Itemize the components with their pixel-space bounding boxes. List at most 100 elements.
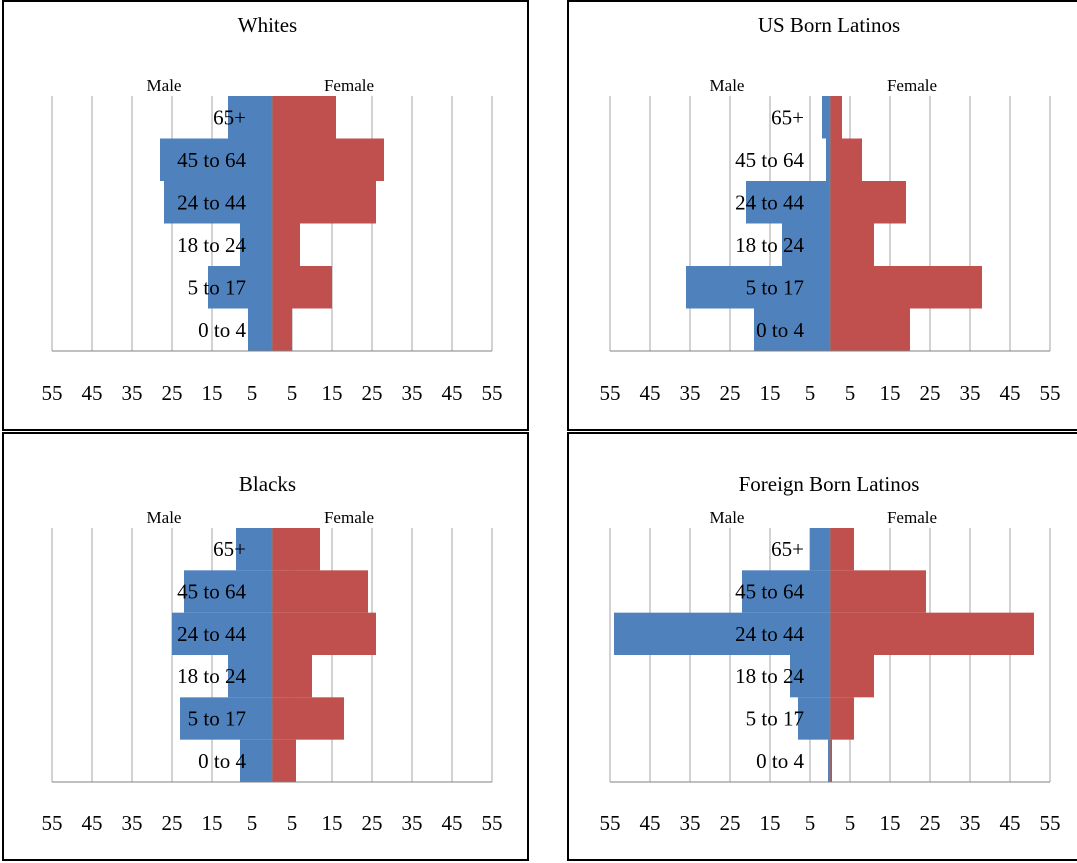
pyramid-chart-blacks: 0 to 4 5 to 17 18 to 24 24 to 44 45 to 64 65+… [42, 472, 503, 835]
x-tick-label: 55 [482, 381, 503, 405]
x-tick-label: 5 [845, 381, 856, 405]
x-tick-label: 45 [442, 381, 463, 405]
x-tick-label: 15 [880, 811, 901, 835]
bar-female-45-to-64 [830, 570, 926, 613]
bar-female-65 [830, 528, 854, 571]
pyramid-chart-us-born-latinos: 0 to 4 5 to 17 18 to 24 24 to 44 45 to 64 65+… [600, 13, 1061, 405]
bar-male-65 [822, 96, 830, 139]
chart-panel-blacks: 0 to 4 5 to 17 18 to 24 24 to 44 45 to 64 65+… [2, 432, 529, 861]
side-label-male: Male [147, 76, 182, 95]
pyramid-chart-foreign-born-latinos: 0 to 4 5 to 17 18 to 24 24 to 44 45 to 64 65+… [600, 472, 1061, 835]
x-tick-label: 45 [442, 811, 463, 835]
category-label: 18 to 24 [735, 233, 804, 257]
category-label: 24 to 44 [177, 190, 246, 214]
bar-male-45-to-64 [160, 138, 272, 181]
x-tick-label: 25 [162, 811, 183, 835]
x-tick-label: 25 [720, 811, 741, 835]
x-tick-label: 45 [82, 381, 103, 405]
side-label-female: Female [887, 508, 937, 527]
side-label-female: Female [324, 508, 374, 527]
category-label: 24 to 44 [735, 190, 804, 214]
bar-female-45-to-64 [272, 570, 368, 613]
bar-female-0-to-4 [272, 739, 296, 782]
category-label: 0 to 4 [756, 749, 804, 773]
side-label-male: Male [710, 508, 745, 527]
x-tick-label: 5 [287, 811, 298, 835]
chart-panel-whites: 0 to 4 5 to 17 18 to 24 24 to 44 45 to 64 65+… [2, 0, 529, 431]
bar-female-5-to-17 [272, 266, 332, 309]
bar-female-0-to-4 [272, 308, 292, 351]
pyramid-chart-whites: 0 to 4 5 to 17 18 to 24 24 to 44 45 to 64 65+… [42, 13, 503, 405]
bar-male-0-to-4 [240, 739, 272, 782]
x-tick-label: 35 [960, 811, 981, 835]
bar-female-0-to-4 [830, 308, 910, 351]
category-label: 24 to 44 [177, 622, 246, 646]
x-tick-label: 5 [845, 811, 856, 835]
category-label: 65+ [213, 105, 246, 129]
x-tick-label: 45 [640, 381, 661, 405]
bar-male-24-to-44 [746, 181, 830, 224]
chart-title: Whites [238, 13, 297, 37]
category-label: 45 to 64 [177, 580, 246, 604]
x-tick-label: 35 [402, 381, 423, 405]
chart-title: Foreign Born Latinos [739, 472, 920, 496]
chart-title: Blacks [239, 472, 296, 496]
bar-male-18-to-24 [228, 655, 272, 698]
side-label-male: Male [710, 76, 745, 95]
category-label: 24 to 44 [735, 622, 804, 646]
x-tick-label: 45 [640, 811, 661, 835]
bar-male-18-to-24 [782, 223, 830, 266]
x-tick-label: 5 [247, 381, 258, 405]
x-tick-label: 25 [162, 381, 183, 405]
x-tick-label: 25 [720, 381, 741, 405]
category-label: 45 to 64 [735, 148, 804, 172]
bar-male-45-to-64 [826, 138, 830, 181]
x-tick-label: 5 [247, 811, 258, 835]
bar-female-18-to-24 [272, 223, 300, 266]
bar-male-0-to-4 [828, 739, 830, 782]
x-tick-label: 55 [482, 811, 503, 835]
bar-male-18-to-24 [790, 655, 830, 698]
category-label: 0 to 4 [198, 749, 246, 773]
bar-male-24-to-44 [164, 181, 272, 224]
chart-panel-us-born-latinos: 0 to 4 5 to 17 18 to 24 24 to 44 45 to 64 65+… [567, 0, 1077, 431]
category-label: 18 to 24 [177, 664, 246, 688]
bar-male-45-to-64 [184, 570, 272, 613]
bar-female-24-to-44 [272, 181, 376, 224]
x-tick-label: 45 [82, 811, 103, 835]
x-tick-label: 15 [322, 811, 343, 835]
x-tick-label: 15 [202, 381, 223, 405]
chart-title: US Born Latinos [758, 13, 900, 37]
bar-female-24-to-44 [830, 181, 906, 224]
x-tick-label: 25 [920, 811, 941, 835]
bar-female-65 [830, 96, 842, 139]
x-tick-label: 55 [600, 381, 621, 405]
category-label: 5 to 17 [188, 275, 246, 299]
bar-female-5-to-17 [272, 697, 344, 740]
bar-male-65 [228, 96, 272, 139]
x-tick-label: 25 [362, 811, 383, 835]
bar-female-18-to-24 [830, 655, 874, 698]
bar-female-0-to-4 [830, 739, 832, 782]
bar-female-24-to-44 [272, 612, 376, 655]
category-label: 65+ [771, 537, 804, 561]
x-tick-label: 55 [1040, 381, 1061, 405]
bar-male-0-to-4 [248, 308, 272, 351]
bar-female-18-to-24 [830, 223, 874, 266]
x-tick-label: 25 [920, 381, 941, 405]
bar-male-24-to-44 [172, 612, 272, 655]
x-tick-label: 15 [202, 811, 223, 835]
x-tick-label: 35 [122, 811, 143, 835]
x-tick-label: 5 [805, 381, 816, 405]
x-tick-label: 55 [1040, 811, 1061, 835]
bar-male-18-to-24 [240, 223, 272, 266]
bar-male-0-to-4 [754, 308, 830, 351]
x-tick-label: 55 [42, 811, 63, 835]
category-label: 5 to 17 [746, 275, 804, 299]
x-tick-label: 15 [760, 811, 781, 835]
x-tick-label: 15 [880, 381, 901, 405]
bar-male-65 [236, 528, 272, 571]
x-tick-label: 15 [322, 381, 343, 405]
bar-female-45-to-64 [272, 138, 384, 181]
bar-female-5-to-17 [830, 697, 854, 740]
